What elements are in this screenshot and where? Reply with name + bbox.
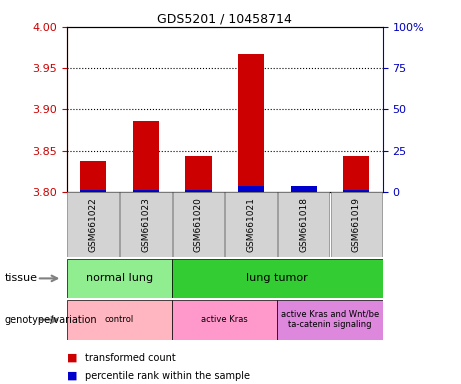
- Bar: [185, 190, 212, 192]
- Text: GSM661018: GSM661018: [299, 197, 308, 252]
- Text: GSM661021: GSM661021: [247, 197, 255, 252]
- Text: genotype/variation: genotype/variation: [5, 314, 97, 325]
- Text: transformed count: transformed count: [85, 353, 176, 363]
- Bar: [238, 54, 264, 192]
- Bar: [172, 259, 383, 298]
- Bar: [238, 186, 264, 192]
- Bar: [67, 192, 119, 257]
- Text: GSM661019: GSM661019: [352, 197, 361, 252]
- Bar: [225, 192, 277, 257]
- Bar: [331, 192, 382, 257]
- Bar: [67, 300, 172, 340]
- Bar: [172, 300, 278, 340]
- Text: normal lung: normal lung: [86, 273, 153, 283]
- Title: GDS5201 / 10458714: GDS5201 / 10458714: [157, 13, 292, 26]
- Text: active Kras and Wnt/be
ta-catenin signaling: active Kras and Wnt/be ta-catenin signal…: [281, 310, 379, 329]
- Bar: [120, 192, 171, 257]
- Bar: [80, 161, 106, 192]
- Bar: [67, 259, 172, 298]
- Text: ■: ■: [67, 371, 77, 381]
- Text: control: control: [105, 315, 134, 324]
- Text: ■: ■: [67, 353, 77, 363]
- Bar: [290, 186, 317, 192]
- Bar: [343, 157, 369, 192]
- Bar: [80, 190, 106, 192]
- Bar: [133, 121, 159, 192]
- Text: tissue: tissue: [5, 273, 38, 283]
- Text: active Kras: active Kras: [201, 315, 248, 324]
- Bar: [343, 190, 369, 192]
- Bar: [172, 192, 224, 257]
- Bar: [290, 190, 317, 192]
- Text: lung tumor: lung tumor: [247, 273, 308, 283]
- Bar: [185, 157, 212, 192]
- Bar: [278, 300, 383, 340]
- Text: GSM661022: GSM661022: [89, 197, 98, 252]
- Text: GSM661020: GSM661020: [194, 197, 203, 252]
- Bar: [278, 192, 330, 257]
- Text: GSM661023: GSM661023: [141, 197, 150, 252]
- Bar: [133, 190, 159, 192]
- Text: percentile rank within the sample: percentile rank within the sample: [85, 371, 250, 381]
